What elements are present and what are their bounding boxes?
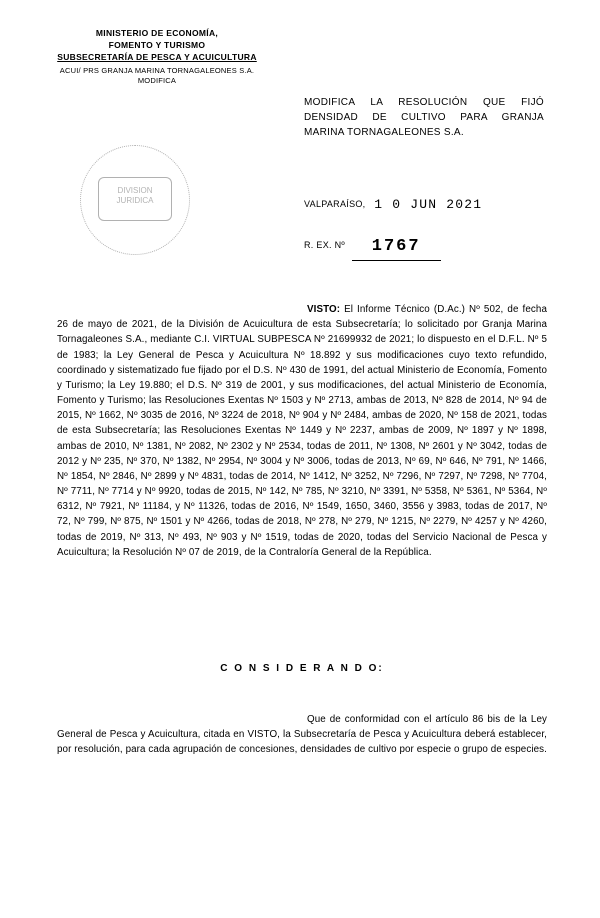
header-ministry-line2: FOMENTO Y TURISMO xyxy=(52,40,262,52)
visto-text: El Informe Técnico (D.Ac.) Nº 502, de fe… xyxy=(57,304,547,558)
division-juridica-stamp: DIVISION JURIDICA xyxy=(80,145,190,255)
header-ministry-line1: MINISTERIO DE ECONOMÍA, xyxy=(52,28,262,40)
resolution-number-block: R. EX. Nº 1767 xyxy=(304,236,544,261)
visto-lead: VISTO: xyxy=(307,304,340,315)
stamp-inner-box: DIVISION JURIDICA xyxy=(98,177,172,221)
rex-number: 1767 xyxy=(352,236,441,261)
header-subsecretaria: SUBSECRETARÍA DE PESCA Y ACUICULTURA xyxy=(52,52,262,64)
visto-paragraph: VISTO: El Informe Técnico (D.Ac.) Nº 502… xyxy=(57,302,547,560)
date-value: 1 0 JUN 2021 xyxy=(374,197,482,212)
considerando-heading: C O N S I D E R A N D O: xyxy=(57,662,547,676)
location-label: VALPARAÍSO, xyxy=(304,199,366,209)
rex-label: R. EX. Nº xyxy=(304,240,345,250)
title-line-2: DENSIDAD DE CULTIVO PARA GRANJA xyxy=(304,110,544,125)
title-line-3: MARINA TORNAGALEONES S.A. xyxy=(304,125,544,140)
stamp-text-1: DIVISION xyxy=(99,186,171,196)
stamp-text-2: JURIDICA xyxy=(99,196,171,206)
header-reference: ACUI/ PRS GRANJA MARINA TORNAGALEONES S.… xyxy=(52,66,262,86)
resolution-title: MODIFICA LA RESOLUCIÓN QUE FIJÓ DENSIDAD… xyxy=(304,95,544,140)
considerando-paragraph: Que de conformidad con el artículo 86 bi… xyxy=(57,712,547,758)
location-date: VALPARAÍSO, 1 0 JUN 2021 xyxy=(304,196,544,214)
title-line-1: MODIFICA LA RESOLUCIÓN QUE FIJÓ xyxy=(304,95,544,110)
considerando-text: Que de conformidad con el artículo 86 bi… xyxy=(57,714,547,755)
document-header: MINISTERIO DE ECONOMÍA, FOMENTO Y TURISM… xyxy=(52,28,262,86)
